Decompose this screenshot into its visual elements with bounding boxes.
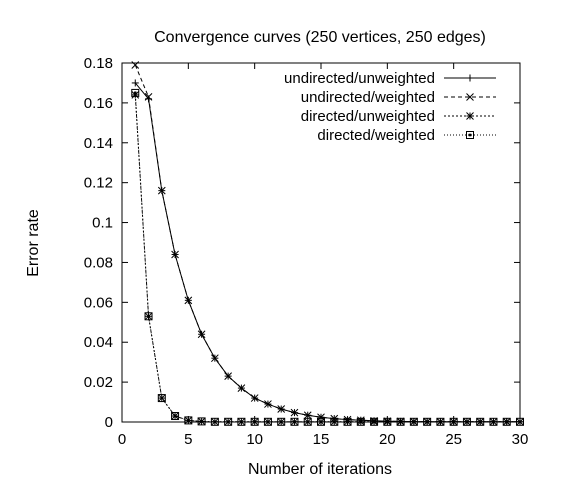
y-tick-label: 0.18 — [84, 55, 113, 72]
legend-marker — [466, 131, 474, 139]
x-tick-label: 10 — [246, 431, 263, 448]
data-point — [356, 417, 365, 426]
data-point — [237, 417, 246, 426]
data-point — [157, 186, 166, 195]
data-point — [303, 417, 312, 426]
data-point — [343, 417, 352, 426]
data-point — [171, 412, 180, 421]
y-tick-label: 0.06 — [84, 294, 113, 311]
data-point — [144, 93, 153, 101]
data-point — [423, 417, 432, 426]
y-tick-label: 0.08 — [84, 254, 113, 271]
data-point — [224, 417, 233, 426]
data-point — [157, 394, 166, 403]
data-point — [237, 384, 246, 392]
data-point — [210, 417, 219, 426]
y-tick-label: 0 — [105, 414, 113, 431]
data-point — [171, 250, 179, 259]
legend-item: undirected/unweighted — [284, 70, 496, 87]
data-point — [131, 61, 140, 69]
data-point — [290, 408, 299, 417]
legend-marker — [466, 93, 474, 101]
data-point — [211, 354, 219, 363]
data-point — [264, 400, 272, 408]
legend: undirected/unweighted undirected/weighted… — [284, 70, 496, 144]
data-point — [250, 417, 259, 426]
chart-title: Convergence curves (250 vertices, 250 ed… — [154, 29, 486, 46]
data-point — [330, 417, 339, 426]
data-point — [224, 372, 232, 380]
legend-label: undirected/unweighted — [284, 70, 435, 87]
legend-marker — [466, 74, 474, 82]
y-axis-label: Error rate — [25, 209, 42, 277]
data-point — [144, 312, 153, 321]
x-tick-label: 15 — [313, 431, 330, 448]
data-point — [370, 417, 379, 426]
data-point — [317, 417, 325, 426]
x-tick-label: 30 — [512, 431, 529, 448]
data-point — [462, 417, 471, 426]
legend-item: undirected/weighted — [301, 89, 496, 106]
series-layer — [131, 61, 524, 426]
x-axis-ticks: 0 5 10 15 20 25 30 — [118, 63, 529, 448]
data-point — [263, 417, 272, 426]
data-point — [436, 417, 445, 426]
x-tick-label: 5 — [184, 431, 192, 448]
y-tick-label: 0.12 — [84, 175, 113, 192]
data-point — [277, 405, 286, 413]
data-point — [131, 88, 140, 97]
legend-item: directed/weighted — [317, 127, 496, 144]
data-point — [396, 417, 405, 426]
data-point — [409, 417, 418, 426]
y-tick-label: 0.16 — [84, 95, 113, 112]
legend-item: directed/unweighted — [301, 108, 496, 125]
data-point — [184, 416, 193, 425]
series-4 — [131, 88, 524, 426]
data-point — [131, 79, 139, 87]
x-tick-label: 20 — [379, 431, 396, 448]
legend-label: directed/weighted — [317, 127, 435, 144]
y-tick-label: 0.14 — [84, 135, 113, 152]
y-tick-label: 0.02 — [84, 374, 113, 391]
data-point — [476, 417, 485, 426]
data-point — [197, 417, 206, 426]
data-point — [277, 417, 286, 426]
data-point — [502, 417, 511, 426]
y-axis-ticks: 0 0.02 0.04 0.06 0.08 0.1 0.12 0.14 0.16 0.18 — [84, 55, 520, 431]
data-point — [184, 296, 193, 305]
x-axis-label: Number of iterations — [248, 461, 392, 478]
data-point — [290, 417, 299, 426]
data-point — [489, 417, 498, 426]
legend-label: undirected/weighted — [301, 89, 435, 106]
data-point — [383, 417, 392, 426]
data-point — [250, 394, 259, 402]
data-point — [516, 417, 524, 426]
data-point — [303, 411, 312, 420]
legend-label: directed/unweighted — [301, 108, 435, 125]
x-tick-label: 25 — [445, 431, 462, 448]
data-point — [449, 417, 458, 426]
y-tick-label: 0.1 — [92, 215, 113, 232]
y-tick-label: 0.04 — [84, 334, 113, 351]
x-tick-label: 0 — [118, 431, 126, 448]
data-point — [197, 330, 206, 339]
legend-marker — [466, 112, 474, 120]
